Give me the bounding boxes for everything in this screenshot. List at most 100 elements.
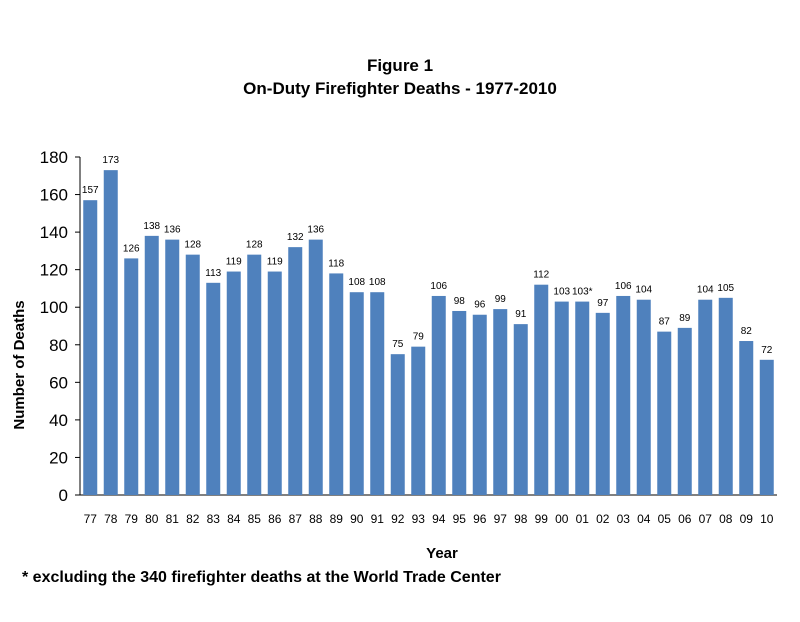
y-tick-label: 100 bbox=[40, 298, 68, 317]
x-tick-label: 85 bbox=[248, 512, 262, 526]
y-tick-label: 120 bbox=[40, 261, 68, 280]
data-label: 75 bbox=[392, 339, 404, 350]
bar bbox=[554, 301, 569, 495]
bar bbox=[472, 314, 487, 495]
x-tick-label: 97 bbox=[494, 512, 508, 526]
x-tick-label: 79 bbox=[125, 512, 139, 526]
x-tick-label: 84 bbox=[227, 512, 241, 526]
data-label: 126 bbox=[123, 243, 140, 254]
data-label: 128 bbox=[184, 240, 201, 251]
x-tick-label: 02 bbox=[596, 512, 610, 526]
x-tick-label: 91 bbox=[371, 512, 385, 526]
bar bbox=[267, 271, 282, 495]
y-tick-label: 80 bbox=[49, 336, 68, 355]
data-label: 97 bbox=[597, 298, 609, 309]
x-tick-label: 09 bbox=[740, 512, 754, 526]
bar bbox=[575, 301, 590, 495]
data-label: 82 bbox=[741, 326, 753, 337]
x-tick-label: 81 bbox=[166, 512, 180, 526]
data-label: 79 bbox=[413, 332, 425, 343]
bar bbox=[698, 299, 713, 495]
bar bbox=[308, 239, 323, 495]
footnote: * excluding the 340 firefighter deaths a… bbox=[22, 569, 501, 586]
chart-subtitle: On-Duty Firefighter Deaths - 1977-2010 bbox=[243, 79, 557, 98]
bar bbox=[329, 273, 344, 495]
bar bbox=[739, 341, 754, 495]
x-tick-label: 78 bbox=[104, 512, 118, 526]
data-label: 104 bbox=[697, 285, 714, 296]
x-tick-label: 90 bbox=[350, 512, 364, 526]
data-label: 106 bbox=[615, 281, 632, 292]
data-label: 128 bbox=[246, 240, 263, 251]
bar bbox=[411, 346, 426, 495]
bar bbox=[657, 331, 672, 495]
bar bbox=[677, 327, 692, 495]
data-label: 91 bbox=[515, 309, 527, 320]
data-label: 119 bbox=[226, 257, 242, 268]
x-tick-label: 87 bbox=[289, 512, 303, 526]
bar bbox=[616, 295, 631, 495]
data-label: 132 bbox=[287, 232, 304, 243]
x-tick-label: 99 bbox=[535, 512, 549, 526]
x-axis-label: Year bbox=[426, 545, 458, 562]
x-tick-label: 82 bbox=[186, 512, 200, 526]
x-tick-label: 08 bbox=[719, 512, 733, 526]
data-label: 173 bbox=[102, 155, 119, 166]
data-label: 103 bbox=[553, 287, 570, 298]
data-label: 87 bbox=[659, 317, 671, 328]
bar bbox=[226, 271, 241, 495]
bar bbox=[431, 295, 446, 495]
bar bbox=[595, 312, 610, 495]
data-label: 119 bbox=[267, 257, 283, 268]
bar bbox=[636, 299, 651, 495]
chart-title: Figure 1 bbox=[366, 56, 434, 75]
x-tick-label: 93 bbox=[412, 512, 426, 526]
bar bbox=[185, 254, 200, 495]
bar bbox=[718, 297, 733, 495]
bar bbox=[288, 247, 303, 495]
data-label: 108 bbox=[348, 277, 365, 288]
x-tick-label: 06 bbox=[678, 512, 692, 526]
bar bbox=[370, 292, 385, 495]
bar bbox=[534, 284, 549, 495]
x-tick-label: 05 bbox=[658, 512, 672, 526]
y-tick-label: 40 bbox=[49, 411, 68, 430]
x-tick-label: 94 bbox=[432, 512, 446, 526]
y-tick-label: 20 bbox=[49, 448, 68, 467]
bar bbox=[206, 282, 221, 495]
y-tick-label: 180 bbox=[40, 148, 68, 167]
data-label: 157 bbox=[82, 185, 99, 196]
x-tick-label: 07 bbox=[699, 512, 713, 526]
bar bbox=[83, 200, 98, 495]
bar bbox=[103, 170, 118, 495]
data-label: 96 bbox=[474, 300, 486, 311]
data-label: 113 bbox=[205, 268, 221, 279]
data-label: 136 bbox=[164, 225, 181, 236]
data-label: 104 bbox=[635, 285, 652, 296]
x-tick-label: 77 bbox=[84, 512, 98, 526]
x-tick-label: 88 bbox=[309, 512, 323, 526]
x-tick-label: 86 bbox=[268, 512, 282, 526]
bar bbox=[165, 239, 180, 495]
x-tick-label: 03 bbox=[617, 512, 631, 526]
data-label: 89 bbox=[679, 313, 691, 324]
x-tick-label: 92 bbox=[391, 512, 405, 526]
data-label: 106 bbox=[430, 281, 447, 292]
bar bbox=[452, 310, 467, 495]
data-label: 138 bbox=[143, 221, 160, 232]
data-label: 118 bbox=[328, 258, 344, 269]
x-tick-label: 01 bbox=[576, 512, 590, 526]
bar bbox=[247, 254, 262, 495]
x-tick-label: 96 bbox=[473, 512, 487, 526]
data-label: 105 bbox=[717, 283, 734, 294]
data-label: 99 bbox=[495, 294, 507, 305]
data-label: 98 bbox=[454, 296, 466, 307]
x-tick-label: 98 bbox=[514, 512, 528, 526]
y-tick-label: 0 bbox=[59, 486, 68, 505]
y-axis-label: Number of Deaths bbox=[11, 300, 28, 429]
bar bbox=[144, 235, 159, 495]
bar bbox=[390, 354, 405, 495]
data-label: 112 bbox=[533, 270, 549, 281]
